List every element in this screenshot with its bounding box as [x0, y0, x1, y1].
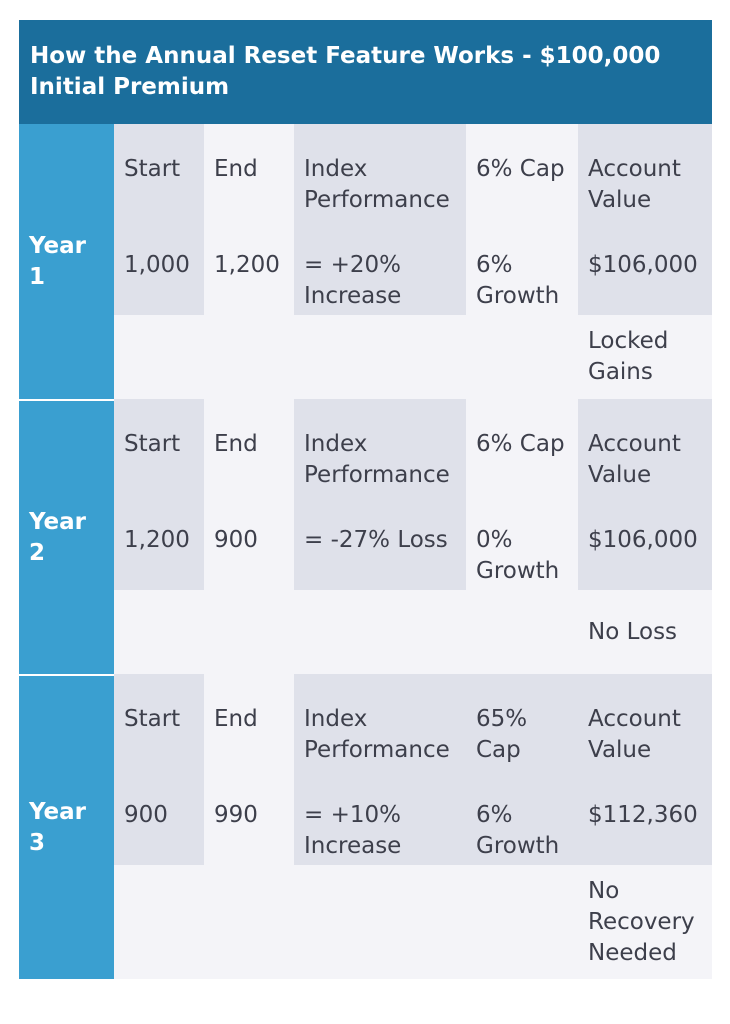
cap-header: 6% Cap	[466, 124, 578, 219]
index-value: = -27% Loss	[294, 494, 466, 590]
row-note: Locked Gains	[578, 315, 712, 399]
index-header: Index Performance	[294, 399, 466, 494]
empty-cell	[114, 315, 204, 399]
empty-cell	[204, 865, 294, 979]
start-header: Start	[114, 124, 204, 219]
end-header: End	[204, 399, 294, 494]
end-value: 990	[204, 769, 294, 865]
cap-value: 6% Growth	[466, 219, 578, 315]
cap-value: 6% Growth	[466, 769, 578, 865]
year-label: Year 3	[19, 674, 114, 979]
index-header: Index Performance	[294, 674, 466, 769]
account-header: Account Value	[578, 674, 712, 769]
index-header: Index Performance	[294, 124, 466, 219]
end-header: End	[204, 674, 294, 769]
empty-cell	[466, 590, 578, 674]
table-title: How the Annual Reset Feature Works - $10…	[19, 20, 712, 124]
index-value: = +10% Increase	[294, 769, 466, 865]
start-value: 1,000	[114, 219, 204, 315]
empty-cell	[294, 315, 466, 399]
start-value: 900	[114, 769, 204, 865]
row-note: No Loss	[578, 590, 712, 674]
row-note: No Recovery Needed	[578, 865, 712, 979]
cap-header: 6% Cap	[466, 399, 578, 494]
end-header: End	[204, 124, 294, 219]
empty-cell	[294, 865, 466, 979]
empty-cell	[294, 590, 466, 674]
empty-cell	[114, 865, 204, 979]
annual-reset-table: How the Annual Reset Feature Works - $10…	[19, 20, 712, 979]
cap-header: 65% Cap	[466, 674, 578, 769]
end-value: 900	[204, 494, 294, 590]
start-value: 1,200	[114, 494, 204, 590]
empty-cell	[114, 590, 204, 674]
start-header: Start	[114, 399, 204, 494]
account-header: Account Value	[578, 124, 712, 219]
start-header: Start	[114, 674, 204, 769]
empty-cell	[204, 315, 294, 399]
account-header: Account Value	[578, 399, 712, 494]
year-label: Year 2	[19, 399, 114, 674]
empty-cell	[204, 590, 294, 674]
year-label: Year 1	[19, 124, 114, 399]
account-value: $106,000	[578, 494, 712, 590]
empty-cell	[466, 865, 578, 979]
empty-cell	[466, 315, 578, 399]
end-value: 1,200	[204, 219, 294, 315]
table-grid: Year 1 Start End Index Performance 6% Ca…	[19, 124, 712, 979]
account-value: $106,000	[578, 219, 712, 315]
cap-value: 0% Growth	[466, 494, 578, 590]
account-value: $112,360	[578, 769, 712, 865]
index-value: = +20% Increase	[294, 219, 466, 315]
